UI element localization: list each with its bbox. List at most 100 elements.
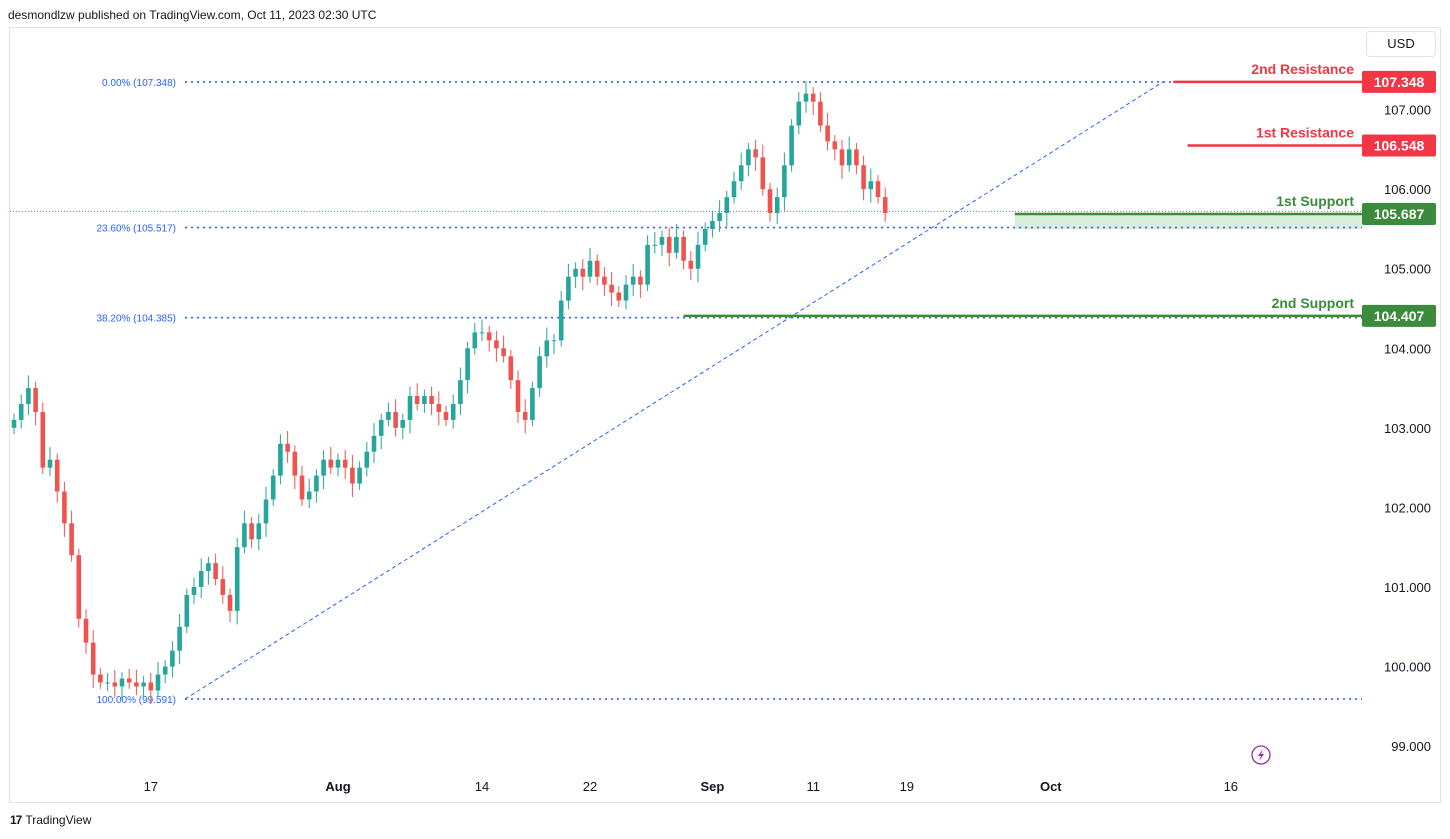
candle-body bbox=[544, 340, 550, 357]
price-tag-label-3: 104.407 bbox=[1374, 308, 1425, 324]
candle-body bbox=[270, 475, 276, 500]
lightning-icon[interactable] bbox=[1251, 745, 1271, 765]
candle-body bbox=[371, 435, 377, 452]
candle-body bbox=[170, 650, 175, 667]
y-tick-label: 103.000 bbox=[1384, 421, 1431, 436]
candle-body bbox=[177, 626, 182, 651]
candle-body bbox=[573, 268, 578, 277]
candle-body bbox=[378, 419, 384, 436]
currency-button[interactable]: USD bbox=[1366, 31, 1436, 57]
candle-body bbox=[551, 340, 557, 342]
level-name-3: 2nd Support bbox=[1272, 295, 1355, 311]
candle-body bbox=[839, 149, 845, 166]
candle-body bbox=[760, 157, 766, 190]
candle-body bbox=[522, 411, 528, 420]
chart-frame bbox=[9, 27, 1441, 803]
candle-body bbox=[738, 165, 744, 182]
candle-body bbox=[141, 682, 146, 687]
x-tick-label: Oct bbox=[1040, 779, 1062, 794]
candle-body bbox=[530, 388, 535, 420]
candle-body bbox=[314, 475, 319, 492]
candle-body bbox=[90, 642, 96, 675]
candle-body bbox=[350, 467, 355, 484]
candle-body bbox=[198, 571, 204, 587]
fibonacci-layer: 0.00% (107.348) 23.60% (105.517) 38.20% (1… bbox=[96, 78, 1362, 706]
candle-body bbox=[191, 586, 197, 595]
candle-body bbox=[674, 236, 679, 253]
candle-body bbox=[652, 244, 658, 246]
publisher-caption: desmondlzw published on TradingView.com,… bbox=[8, 8, 377, 22]
candle-body bbox=[278, 443, 283, 476]
candle-body bbox=[753, 149, 758, 158]
y-tick-label: 105.000 bbox=[1384, 262, 1431, 277]
candle-body bbox=[400, 419, 406, 428]
candle-body bbox=[602, 276, 607, 285]
candle-body bbox=[695, 244, 701, 269]
x-tick-label: 19 bbox=[900, 779, 914, 794]
candle-body bbox=[285, 443, 290, 452]
candle-body bbox=[515, 380, 521, 412]
level-name-1: 1st Resistance bbox=[1256, 125, 1354, 141]
candle-body bbox=[206, 563, 211, 572]
candle-body bbox=[810, 93, 816, 102]
x-tick-label: 14 bbox=[475, 779, 489, 794]
candle-body bbox=[422, 396, 427, 404]
y-tick-label: 106.000 bbox=[1384, 182, 1431, 197]
candle-body bbox=[26, 388, 31, 404]
candle-body bbox=[213, 563, 218, 580]
candle-body bbox=[220, 579, 226, 595]
fib-label-1: 23.60% (105.517) bbox=[96, 224, 176, 235]
candle-body bbox=[494, 340, 499, 349]
price-axis: 107.000 106.000 105.000 104.000 103.000 102.0… bbox=[1384, 103, 1431, 755]
candle-body bbox=[782, 165, 787, 198]
candle-body bbox=[587, 260, 593, 277]
candle-body bbox=[501, 348, 506, 357]
y-tick-label: 100.000 bbox=[1384, 660, 1431, 675]
candle-body bbox=[746, 149, 751, 166]
candle-body bbox=[342, 459, 348, 468]
candle-body bbox=[69, 523, 74, 556]
candle-body bbox=[364, 451, 370, 468]
candle-body bbox=[54, 459, 60, 492]
candle-body bbox=[882, 197, 888, 214]
footer: 17 TradingView bbox=[10, 813, 91, 827]
y-tick-label: 104.000 bbox=[1384, 341, 1431, 356]
candle-body bbox=[443, 411, 449, 420]
candle-body bbox=[328, 459, 334, 468]
candle-body bbox=[76, 555, 82, 619]
candle-body bbox=[731, 181, 737, 198]
levels-layer: 2nd Resistance 107.348 1st Resistance 106.5… bbox=[683, 61, 1436, 327]
candle-body bbox=[472, 332, 478, 349]
candle-body bbox=[616, 292, 622, 301]
candle-body bbox=[558, 300, 564, 341]
candles-layer bbox=[11, 80, 888, 704]
tradingview-logo-icon[interactable]: 17 bbox=[10, 813, 22, 827]
candle-body bbox=[846, 149, 852, 166]
y-tick-label: 107.000 bbox=[1384, 103, 1431, 118]
candle-body bbox=[875, 181, 881, 198]
price-tag-0 bbox=[1362, 70, 1436, 93]
candle-body bbox=[242, 523, 247, 548]
candle-body bbox=[148, 682, 154, 691]
candle-body bbox=[659, 236, 665, 245]
x-tick-label: 17 bbox=[144, 779, 158, 794]
x-tick-label: Aug bbox=[325, 779, 350, 794]
footer-brand[interactable]: TradingView bbox=[25, 813, 92, 827]
candle-body bbox=[832, 141, 838, 150]
candle-body bbox=[825, 125, 830, 142]
candle-body bbox=[184, 594, 190, 627]
candle-body bbox=[465, 348, 470, 381]
price-tag-label-1: 106.548 bbox=[1374, 138, 1425, 154]
candle-body bbox=[162, 666, 168, 675]
candle-body bbox=[717, 213, 722, 221]
candle-body bbox=[263, 499, 269, 524]
candle-body bbox=[774, 197, 780, 214]
price-tag-3 bbox=[1362, 304, 1436, 327]
candle-body bbox=[335, 459, 341, 468]
candle-body bbox=[537, 356, 542, 389]
candle-body bbox=[609, 284, 614, 293]
candle-body bbox=[666, 236, 672, 253]
candle-body bbox=[134, 682, 139, 687]
price-tag-label-0: 107.348 bbox=[1374, 74, 1425, 90]
